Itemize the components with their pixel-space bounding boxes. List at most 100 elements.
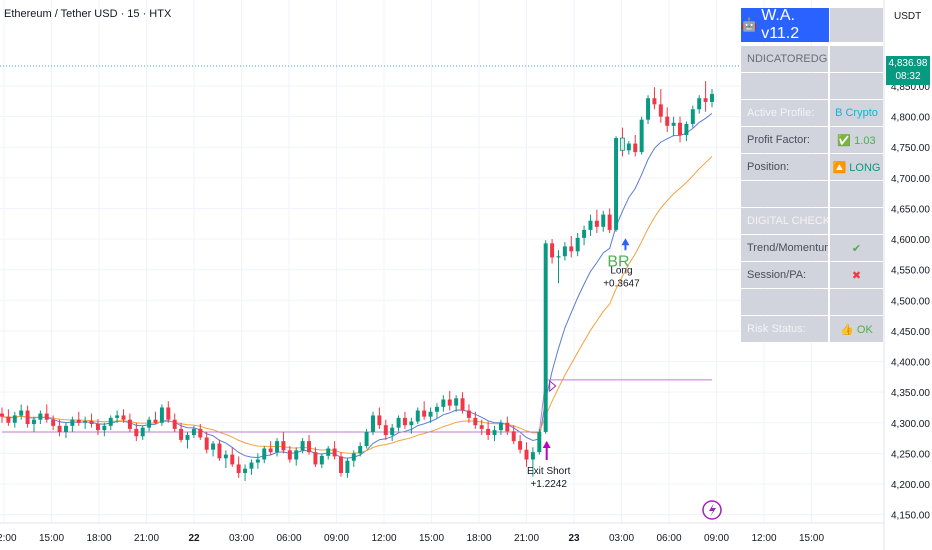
candle-body <box>658 104 663 117</box>
candle-body <box>140 427 145 437</box>
panel-row-value <box>830 289 883 315</box>
panel-row-label: Risk Status: <box>741 316 829 342</box>
price-tick-label: 4,500.00 <box>891 296 930 307</box>
panel-row-value: B Crypto <box>830 100 883 126</box>
candle-body <box>319 455 324 465</box>
time-tick-label: 09:00 <box>704 533 729 544</box>
panel-row-value <box>830 208 883 234</box>
lightning-icon[interactable] <box>702 500 722 520</box>
exit-short-label: Exit Short <box>527 466 571 477</box>
candle-body <box>127 419 132 429</box>
candle-body <box>95 423 100 431</box>
price-tick-label: 4,450.00 <box>891 327 930 338</box>
candle-body <box>690 109 695 124</box>
time-tick-label: 06:00 <box>276 533 301 544</box>
panel-title-blank <box>830 8 883 42</box>
candle-body <box>441 399 446 407</box>
panel-row-value: 👍 OK <box>830 316 883 342</box>
price-tick-label: 4,400.00 <box>891 358 930 369</box>
candle-body <box>703 98 708 102</box>
panel-row-label: DIGITAL CHECKLIST <box>741 208 829 234</box>
candle-body <box>697 98 702 110</box>
candle-body <box>345 460 350 473</box>
candle-body <box>249 462 254 469</box>
panel-row-label: Position: <box>741 154 829 180</box>
time-tick-label: 22 <box>188 533 200 544</box>
panel-row-value <box>830 46 883 72</box>
candle-body <box>562 246 567 257</box>
candle-body <box>0 413 4 417</box>
exit-short-arrowhead <box>542 441 551 449</box>
candle-body <box>543 243 548 432</box>
candle-body <box>671 122 676 126</box>
price-axis: 4,850.00 4,800.00 4,750.00 4,700.00 4,650.00… <box>891 82 930 522</box>
series-line <box>2 379 712 433</box>
candle-body <box>537 431 542 453</box>
candle-body <box>121 415 126 420</box>
candle-body <box>652 98 657 105</box>
price-tick-label: 4,550.00 <box>891 266 930 277</box>
time-tick-label: 03:00 <box>229 533 254 544</box>
candle-body <box>556 256 561 258</box>
panel-row-label <box>741 181 829 207</box>
time-tick-label: 15:00 <box>419 533 444 544</box>
candle-body <box>479 425 484 429</box>
candle-body <box>44 413 49 420</box>
time-tick-label: 18:00 <box>86 533 111 544</box>
candle-body <box>511 431 516 442</box>
candle-body <box>300 441 305 451</box>
panel-row-label <box>741 289 829 315</box>
price-tick-label: 4,600.00 <box>891 235 930 246</box>
time-tick-label: 15:00 <box>39 533 64 544</box>
candle-body <box>594 220 599 227</box>
candle-body <box>294 450 299 460</box>
candle-body <box>364 431 369 447</box>
candle-body <box>473 417 478 426</box>
candle-body <box>390 427 395 436</box>
candle-body <box>409 421 414 426</box>
panel-row-label: Active Profile: <box>741 100 829 126</box>
moving-average-lines <box>1 113 713 459</box>
panel-row-label: NDICATOREDGE BY <box>741 46 829 72</box>
candle-body <box>230 454 235 465</box>
candle-body <box>633 143 638 153</box>
price-tick-label: 4,750.00 <box>891 143 930 154</box>
candle-body <box>57 425 62 432</box>
panel-title: 🤖 W.A. v11.2 <box>741 7 829 42</box>
candle-body <box>550 243 555 258</box>
panel-row-label: Trend/Momentum: <box>741 235 829 261</box>
chart-title: Ethereum / Tether USD · 15 · HTX <box>4 8 172 20</box>
candle-body <box>102 425 107 431</box>
candle-body <box>307 441 312 453</box>
candle-body <box>6 416 11 423</box>
panel-row-label <box>741 73 829 99</box>
candle-body <box>466 410 471 418</box>
panel-row-label: Session/PA: <box>741 262 829 288</box>
candle-body <box>262 448 267 460</box>
candle-body <box>108 417 113 426</box>
time-tick-label: 15:00 <box>799 533 824 544</box>
price-tick-label: 4,300.00 <box>891 419 930 430</box>
long-arrowhead <box>621 238 630 246</box>
candle-body <box>159 407 164 423</box>
candle-body <box>115 415 120 418</box>
candle-body <box>530 452 535 460</box>
candle-body <box>371 415 375 432</box>
candle-body <box>588 220 593 230</box>
candle-body <box>620 137 625 151</box>
candle-body <box>198 428 203 438</box>
candle-body <box>434 406 439 412</box>
price-tick-label: 4,700.00 <box>891 174 930 185</box>
candle-body <box>402 417 407 426</box>
candle-body <box>665 116 670 126</box>
candle-body <box>447 399 452 406</box>
candle-body <box>25 410 30 424</box>
last-price-tag: 4,836.98 08:32 <box>886 56 930 85</box>
price-tick-label: 4,800.00 <box>891 113 930 124</box>
candle-body <box>83 420 88 423</box>
candle-body <box>326 448 331 456</box>
candle-body <box>492 430 497 436</box>
candle-body <box>223 454 228 459</box>
